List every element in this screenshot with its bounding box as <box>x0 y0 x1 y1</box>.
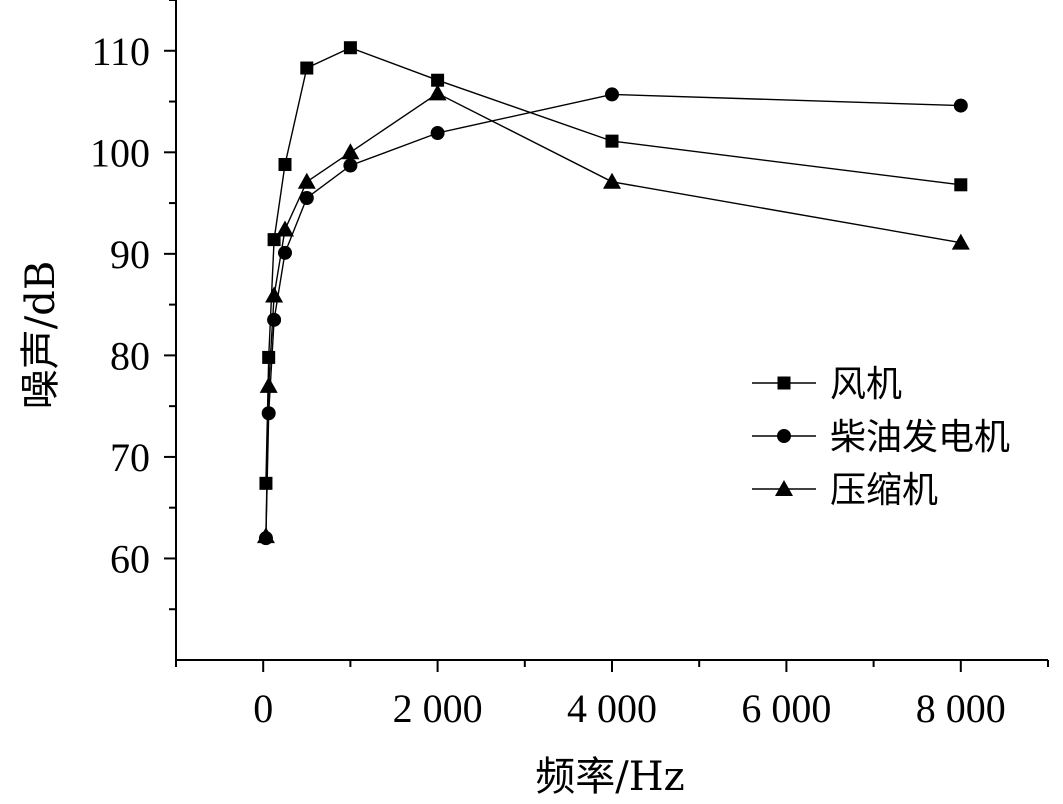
x-axis-title: 频率/Hz <box>535 754 684 800</box>
x-tick-label: 0 <box>253 686 273 731</box>
series-layer <box>256 41 970 546</box>
data-point-triangle <box>341 143 360 160</box>
data-point-square <box>278 157 292 171</box>
legend-marker-triangle <box>775 480 793 496</box>
data-point-triangle <box>603 172 621 189</box>
x-tick-label: 4 000 <box>567 686 657 731</box>
x-tick-label: 6 000 <box>741 686 831 731</box>
data-point-circle <box>267 312 282 327</box>
data-point-square <box>343 41 357 55</box>
data-point-square <box>300 61 314 75</box>
data-point-circle <box>953 98 968 113</box>
data-point-triangle <box>297 172 316 189</box>
x-tick-label: 2 000 <box>393 686 483 731</box>
axes: 0 2 000 4 000 6 000 8 000 60 70 80 90 100 110 <box>90 0 1049 731</box>
y-tick-label: 110 <box>91 29 150 74</box>
x-tick-label: 8 000 <box>916 686 1006 731</box>
y-axis-title: 噪声/dB <box>18 261 64 409</box>
y-tick-label: 90 <box>110 232 150 277</box>
data-point-circle <box>605 87 619 102</box>
data-point-triangle <box>259 376 278 393</box>
y-tick-label: 80 <box>110 333 150 378</box>
y-tick-label: 70 <box>110 435 150 480</box>
data-point-square <box>262 350 276 364</box>
legend-marker-circle <box>777 429 791 443</box>
legend-label: 压缩机 <box>830 470 938 511</box>
legend-label: 风机 <box>830 364 902 405</box>
data-point-circle <box>343 158 358 173</box>
data-point-triangle <box>276 220 294 237</box>
legend-marker-square <box>777 376 791 390</box>
data-point-triangle <box>428 84 447 101</box>
data-point-triangle <box>951 233 970 250</box>
data-point-square <box>954 178 968 192</box>
data-point-triangle <box>256 527 275 544</box>
data-point-square <box>605 134 619 148</box>
data-point-square <box>431 73 445 87</box>
data-point-square <box>259 476 273 490</box>
legend-item: 柴油发电机 <box>752 417 1010 458</box>
y-tick-label: 60 <box>110 536 150 581</box>
y-tick-label: 100 <box>90 130 150 175</box>
legend-label: 柴油发电机 <box>830 417 1010 458</box>
data-point-triangle <box>265 286 284 303</box>
series-3 <box>256 84 970 544</box>
data-point-circle <box>430 126 445 141</box>
legend-item: 风机 <box>752 364 902 405</box>
legend-item: 压缩机 <box>752 470 938 511</box>
data-point-circle <box>299 191 314 205</box>
